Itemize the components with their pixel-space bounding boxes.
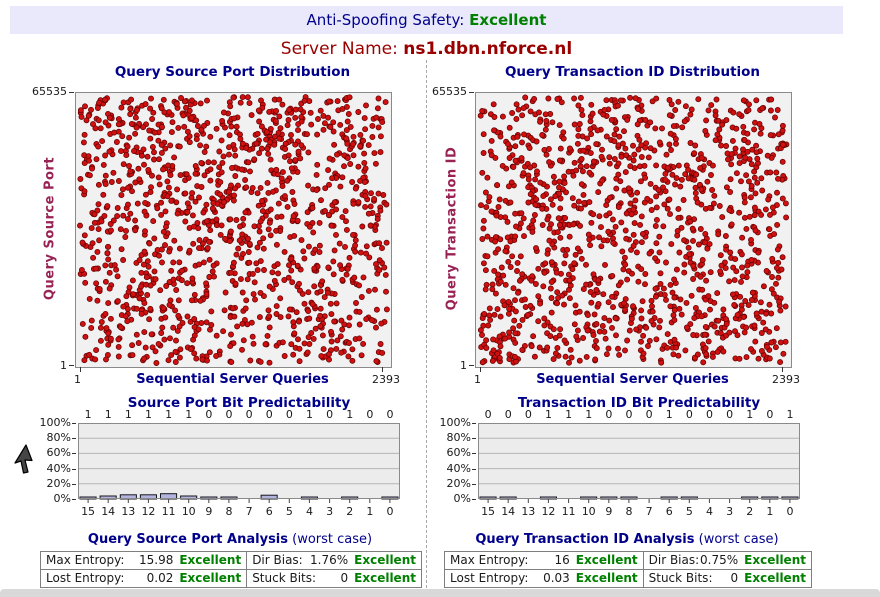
mouse-cursor-icon [14, 444, 33, 474]
status-badge: Excellent [744, 571, 806, 585]
y-tick-max: 65535 [32, 85, 67, 98]
server-name-label: Server Name: [280, 39, 398, 59]
status-badge: Excellent [575, 553, 638, 567]
bar-chart-source-port-bits [78, 423, 400, 508]
bar-chart-transaction-id-bits [478, 423, 800, 508]
y-tick-mark [472, 468, 476, 470]
percent-tick-label: 0% [53, 492, 71, 505]
y-tick-mark [469, 365, 474, 366]
chart-title-source-port-distribution: Query Source Port Distribution [114, 64, 351, 80]
analysis-title-source-port: Query Source Port Analysis (worst case) [40, 532, 420, 547]
x-tick-mark [382, 367, 383, 372]
analysis-title-text: Query Transaction ID Analysis [475, 532, 695, 547]
analysis-subtitle: (worst case) [292, 532, 373, 547]
y-tick-mark [472, 483, 476, 485]
y-tick-max: 65535 [432, 85, 467, 98]
percent-tick-label: 40% [446, 461, 471, 475]
page-title: Server Name: ns1.dbn.nforce.nl [10, 39, 843, 59]
percent-tick-label: 0% [453, 492, 471, 505]
percent-tick-label: 20% [46, 476, 71, 490]
x-tick-min: 1 [474, 373, 481, 386]
y-tick-mark [72, 468, 76, 470]
y-tick-mark [72, 499, 76, 500]
table-cell-lost-entropy: Lost Entropy: 0.02 Excellent [46, 571, 242, 585]
y-tick-mark [69, 92, 74, 93]
bit-axis-row: 15 14 13 12 11 10 9 8 7 6 5 4 3 2 1 0 [81, 505, 394, 518]
x-axis-title: Sequential Server Queries [536, 372, 729, 387]
status-badge: Excellent [179, 553, 242, 567]
x-tick-min: 1 [74, 373, 81, 386]
y-tick-mark [472, 438, 476, 440]
banner-label: Anti-Spoofing Safety: [306, 11, 465, 29]
table-row: Lost Entropy: 0.02 Excellent Stuck Bits:… [41, 569, 421, 587]
table-cell-max-entropy: Max Entropy: 16 Excellent [450, 553, 638, 567]
y-tick-min: 1 [460, 359, 467, 372]
table-cell-dir-bias: Dir Bias: 0.75% Excellent [642, 552, 811, 569]
table-cell-lost-entropy: Lost Entropy: 0.03 Excellent [450, 571, 638, 585]
analysis-title-transaction-id: Query Transaction ID Analysis (worst cas… [444, 532, 810, 547]
status-badge: Excellent [179, 571, 242, 585]
percent-tick-label: 40% [46, 461, 71, 475]
percent-tick-label: 80% [446, 431, 471, 445]
y-tick-mark [72, 483, 76, 485]
x-tick-max: 2393 [372, 373, 400, 386]
y-tick-mark [472, 499, 476, 500]
table-cell-stuck-bits: Stuck Bits: 0 Excellent [246, 570, 421, 587]
column-divider [426, 60, 427, 588]
table-row: Max Entropy: 16 Excellent Dir Bias: 0.75… [445, 552, 811, 569]
status-badge: Excellent [354, 571, 416, 585]
scatter-plot-source-port [75, 92, 392, 368]
percent-tick-label: 100% [39, 416, 71, 429]
percent-tick-label: 60% [46, 446, 71, 460]
table-row: Lost Entropy: 0.03 Excellent Stuck Bits:… [445, 569, 811, 587]
table-row: Max Entropy: 15.98 Excellent Dir Bias: 1… [41, 552, 421, 569]
x-tick-mark [480, 367, 481, 372]
status-badge: Excellent [354, 553, 416, 567]
x-tick-mark [80, 367, 81, 372]
analysis-subtitle: (worst case) [698, 532, 779, 547]
analysis-title-text: Query Source Port Analysis [87, 532, 288, 547]
x-tick-max: 2393 [772, 373, 800, 386]
scatter-points-source-port [77, 94, 390, 366]
y-tick-mark [69, 365, 74, 366]
status-badge: Excellent [575, 571, 638, 585]
x-tick-mark [782, 367, 783, 372]
percent-tick-label: 60% [446, 446, 471, 460]
server-name-value: ns1.dbn.nforce.nl [403, 39, 573, 59]
chart-title-transaction-id-bits: Transaction ID Bit Predictability [517, 395, 761, 411]
chart-title-transaction-id-distribution: Query Transaction ID Distribution [504, 64, 761, 80]
y-axis-title-source-port: Query Source Port [42, 156, 58, 301]
anti-spoofing-banner: Anti-Spoofing Safety: Excellent [10, 6, 843, 34]
analysis-table-transaction-id: Max Entropy: 16 Excellent Dir Bias: 0.75… [444, 551, 812, 588]
y-tick-mark [472, 423, 476, 424]
y-tick-mark [472, 453, 476, 455]
banner-rating: Excellent [469, 11, 547, 29]
percent-tick-label: 100% [439, 416, 471, 429]
y-tick-mark [469, 92, 474, 93]
scatter-points-transaction-id [477, 94, 790, 366]
scatter-plot-transaction-id [475, 92, 792, 368]
x-axis-title: Sequential Server Queries [136, 372, 329, 387]
analysis-table-source-port: Max Entropy: 15.98 Excellent Dir Bias: 1… [40, 551, 422, 588]
chart-title-source-port-bits: Source Port Bit Predictability [127, 395, 351, 411]
bit-axis-row: 15 14 13 12 11 10 9 8 7 6 5 4 3 2 1 0 [481, 505, 794, 518]
percent-tick-label: 20% [446, 476, 471, 490]
table-cell-stuck-bits: Stuck Bits: 0 Excellent [642, 570, 811, 587]
y-tick-mark [72, 423, 76, 424]
y-axis-title-transaction-id: Query Transaction ID [444, 146, 460, 311]
y-tick-mark [72, 453, 76, 455]
bottom-scroll-strip[interactable] [0, 589, 880, 597]
table-cell-dir-bias: Dir Bias: 1.76% Excellent [246, 552, 421, 569]
status-badge: Excellent [744, 553, 806, 567]
percent-tick-label: 80% [46, 431, 71, 445]
table-cell-max-entropy: Max Entropy: 15.98 Excellent [46, 553, 242, 567]
y-tick-min: 1 [60, 359, 67, 372]
y-tick-mark [72, 438, 76, 440]
